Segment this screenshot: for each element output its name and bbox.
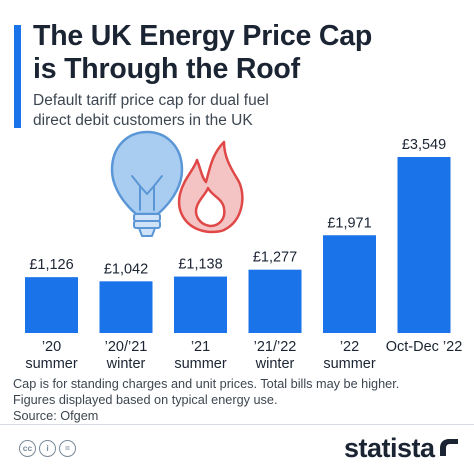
bar-value-label-1: £1,126 <box>29 257 73 273</box>
category-label-2-line-2: winter <box>106 356 146 372</box>
footer-divider <box>0 424 474 425</box>
category-label-4-line-1: ’21/’22 <box>254 339 297 355</box>
creative-commons-icon[interactable]: cc <box>19 440 36 457</box>
source-line: Source: Ofgem <box>13 409 99 423</box>
category-label-3-line-1: ’21 <box>191 339 210 355</box>
statista-logo-icon <box>440 439 458 456</box>
bar-4 <box>248 269 302 333</box>
bar-value-label-6: £3,549 <box>402 137 446 153</box>
chart-subtitle: Default tariff price cap for dual fuel d… <box>33 91 453 131</box>
chart-notes: Cap is for standing charges and unit pri… <box>13 376 468 424</box>
category-label-5-line-1: ’22 <box>340 339 359 355</box>
chart-subtitle-line-1: Default tariff price cap for dual fuel <box>33 92 269 109</box>
note-line-1: Cap is for standing charges and unit pri… <box>13 377 400 391</box>
bar-1 <box>25 277 78 333</box>
flame-icon <box>177 140 244 234</box>
bar-value-label-5: £1,971 <box>327 215 371 231</box>
note-line-2: Figures displayed based on typical energ… <box>13 393 278 407</box>
category-label-2-line-1: ’20/’21 <box>105 339 148 355</box>
category-label-5-line-2: summer <box>323 356 376 372</box>
attribution-icon[interactable]: i <box>39 440 56 457</box>
bars-layer: £1,126’20summer£1,042’20/’21winter£1,138… <box>25 137 462 372</box>
chart-subtitle-line-2: direct debit customers in the UK <box>33 112 253 129</box>
category-label-4-line-2: winter <box>255 356 295 372</box>
light-bulb-icon <box>110 130 184 237</box>
bar-2 <box>99 281 153 333</box>
title-accent-bar <box>14 25 21 128</box>
chart-title: The UK Energy Price Cap is Through the R… <box>33 20 463 86</box>
bar-value-label-2: £1,042 <box>104 261 148 277</box>
statista-logo-text[interactable]: statista <box>344 433 435 463</box>
bar-6 <box>397 157 451 333</box>
category-label-1-line-1: ’20 <box>42 339 61 355</box>
bar-3 <box>174 276 227 333</box>
bar-value-label-3: £1,138 <box>178 257 222 273</box>
category-label-1-line-2: summer <box>25 356 78 372</box>
bar-value-label-4: £1,277 <box>253 250 297 266</box>
chart-title-line-1: The UK Energy Price Cap <box>33 20 373 52</box>
no-derivatives-icon[interactable]: = <box>59 440 76 457</box>
chart-title-line-2: is Through the Roof <box>33 53 300 85</box>
category-label-3-line-2: summer <box>174 356 227 372</box>
category-label-6-line-1: Oct-Dec ’22 <box>386 339 463 355</box>
bar-5 <box>323 235 376 333</box>
